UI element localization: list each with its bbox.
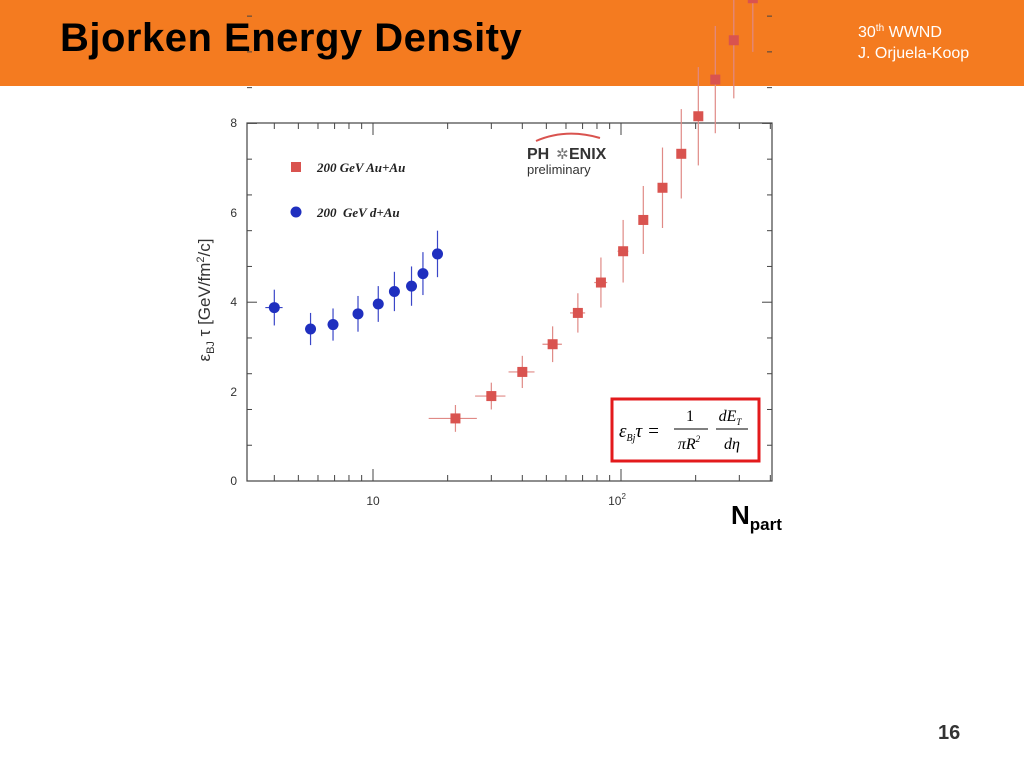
auau-point (595, 277, 606, 288)
conference-sup: th (875, 23, 885, 34)
auau-point (693, 111, 704, 122)
slide-header: Bjorken Energy Density 30th WWND J. Orju… (0, 0, 1024, 86)
y-tick-labels: 0 2 4 6 8 (230, 116, 237, 488)
npart-main: N (731, 500, 750, 530)
auau-point (572, 307, 583, 318)
auau-point (450, 413, 461, 424)
y-tick-label: 4 (230, 295, 237, 309)
auau-point (657, 182, 668, 193)
data-markers (268, 0, 758, 424)
x-tick-label-100: 102 (608, 492, 626, 508)
bjorken-formula-box: εBjτ = 1 πR2 dET dη (610, 397, 761, 463)
formula-frac1-num: 1 (686, 408, 694, 425)
x-tick-label-10: 10 (366, 494, 380, 508)
legend-label-auau: 200 GeV Au+Au (316, 160, 405, 175)
y-tick-label: 6 (230, 206, 237, 220)
formula-frac1-den: πR2 (678, 434, 701, 453)
phenix-logo-star: ✲ (556, 145, 569, 163)
conference-info: 30th WWND J. Orjuela-Koop (858, 18, 969, 64)
dau-point (352, 308, 364, 320)
dau-point (406, 280, 418, 292)
author: J. Orjuela-Koop (858, 45, 970, 62)
dau-point (268, 302, 280, 314)
formula-lhs: εBjτ = (619, 421, 660, 444)
dau-point (372, 298, 384, 310)
phenix-logo-ph: PH (527, 146, 549, 163)
page-number: 16 (938, 722, 961, 744)
conference-name: WWND (888, 24, 942, 41)
legend-marker-dau (290, 206, 302, 218)
auau-point (517, 366, 528, 377)
legend-label-dau: 200 GeV d+Au (316, 205, 400, 220)
dau-point (305, 323, 317, 335)
dau-point (327, 319, 339, 331)
conference-number: 30 (858, 24, 876, 41)
phenix-logo: PH ✲ ENIX preliminary (527, 132, 607, 177)
phenix-swoosh (535, 132, 601, 142)
phenix-logo-enix: ENIX (569, 146, 607, 163)
phenix-preliminary: preliminary (527, 162, 591, 177)
y-tick-label: 8 (230, 116, 237, 130)
auau-point (618, 246, 629, 257)
y-axis-label: εBJ τ [GeV/fm2/c] (195, 238, 217, 361)
conference-line: 30th WWND (858, 18, 969, 43)
y-tick-label: 2 (230, 385, 237, 399)
formula-border (610, 397, 761, 463)
npart-sub: part (749, 515, 782, 534)
formula-frac2-num: dET (719, 408, 743, 427)
auau-point (747, 0, 758, 4)
auau-point (728, 35, 739, 46)
dau-point (417, 268, 429, 280)
legend-marker-auau (291, 162, 301, 172)
y-tick-label: 0 (230, 474, 237, 488)
auau-point (676, 148, 687, 159)
axis-ticks (247, 15, 772, 482)
formula-frac2-den: dη (724, 436, 740, 453)
auau-point (638, 214, 649, 225)
dau-point (388, 285, 400, 297)
auau-point (486, 391, 497, 402)
legend: 200 GeV Au+Au 200 GeV d+Au (290, 160, 405, 220)
x-axis-label-npart: Npart (731, 500, 782, 535)
dau-point (431, 248, 443, 260)
auau-point (547, 339, 558, 350)
slide-title: Bjorken Energy Density (60, 16, 523, 60)
auau-point (710, 74, 721, 85)
